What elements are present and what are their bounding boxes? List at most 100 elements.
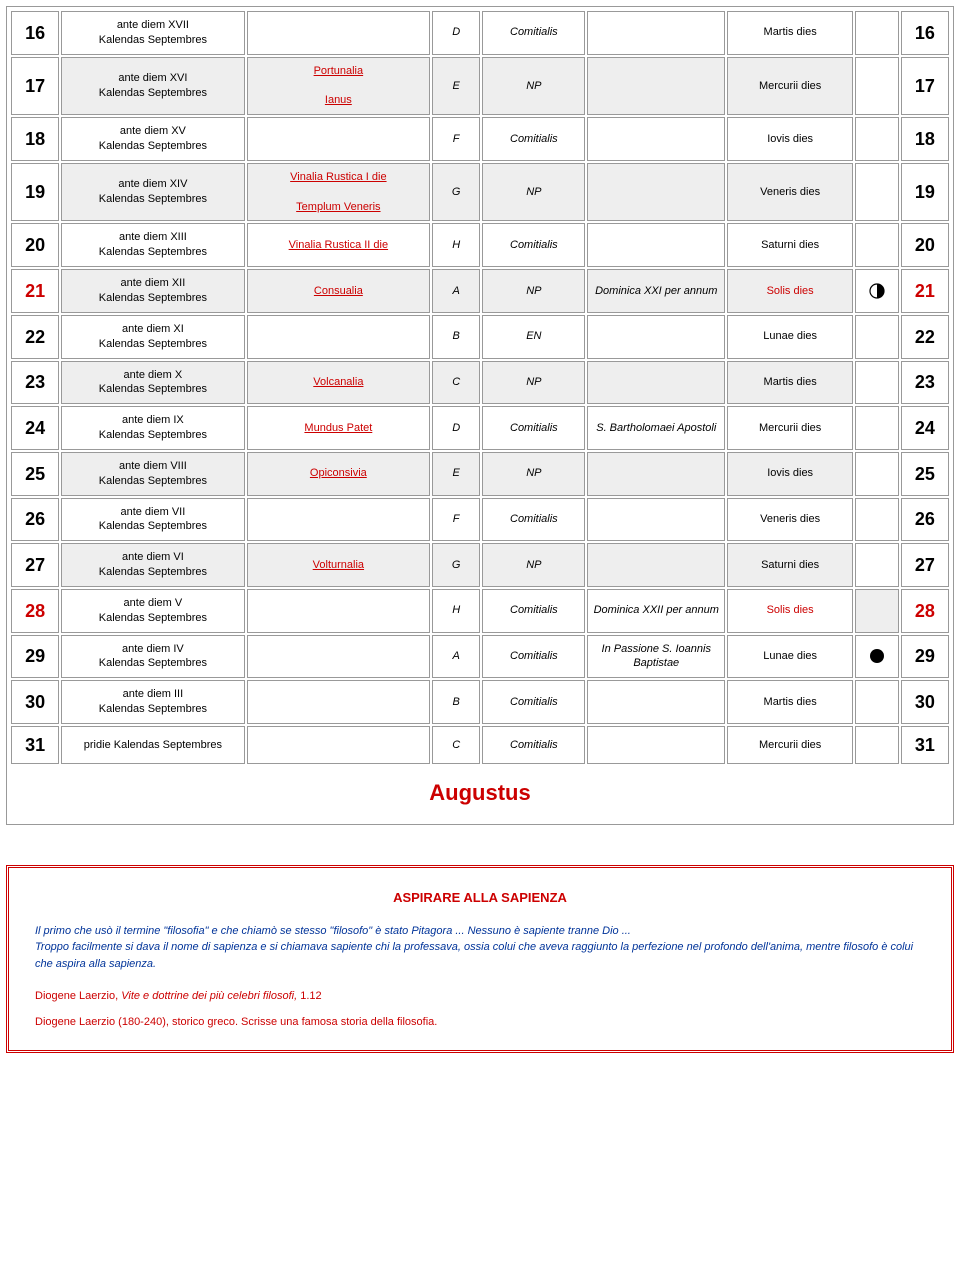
nundinal-letter: D <box>432 11 480 55</box>
weekday: Veneris dies <box>727 498 853 542</box>
day-num-right: 21 <box>901 269 949 313</box>
day-character: Comitialis <box>482 589 585 633</box>
festival <box>247 635 430 679</box>
day-num-right: 28 <box>901 589 949 633</box>
festival <box>247 680 430 724</box>
roman-date: pridie Kalendas Septembres <box>61 726 244 764</box>
day-num-left: 30 <box>11 680 59 724</box>
day-character: Comitialis <box>482 11 585 55</box>
festival-link[interactable]: Opiconsivia <box>310 467 367 479</box>
nundinal-letter: D <box>432 406 480 450</box>
day-num-left: 16 <box>11 11 59 55</box>
nundinal-letter: B <box>432 680 480 724</box>
day-character: NP <box>482 269 585 313</box>
weekday: Iovis dies <box>727 117 853 161</box>
weekday: Iovis dies <box>727 452 853 496</box>
festival-link[interactable]: Consualia <box>314 285 363 297</box>
day-character: NP <box>482 543 585 587</box>
day-num-left: 25 <box>11 452 59 496</box>
festival-link[interactable]: Volturnalia <box>313 559 364 571</box>
festival-link[interactable]: Ianus <box>325 94 352 106</box>
nundinal-letter: H <box>432 223 480 267</box>
day-num-right: 24 <box>901 406 949 450</box>
moon-phase <box>855 635 899 679</box>
festival-link[interactable]: Vinalia Rustica II die <box>289 239 388 251</box>
nundinal-letter: H <box>432 589 480 633</box>
roman-date: ante diem VIIIKalendas Septembres <box>61 452 244 496</box>
quote-bio: Diogene Laerzio (180-240), storico greco… <box>35 1016 925 1028</box>
moon-phase <box>855 117 899 161</box>
month-title: Augustus <box>11 766 949 820</box>
day-character: Comitialis <box>482 726 585 764</box>
festival-link[interactable]: Templum Veneris <box>296 201 380 213</box>
day-character: Comitialis <box>482 635 585 679</box>
weekday: Martis dies <box>727 680 853 724</box>
roman-date: ante diem IVKalendas Septembres <box>61 635 244 679</box>
roman-date: ante diem XVKalendas Septembres <box>61 117 244 161</box>
calendar-outer: 16ante diem XVIIKalendas SeptembresDComi… <box>6 6 954 825</box>
moon-phase <box>855 163 899 222</box>
roman-date: ante diem XIIKalendas Septembres <box>61 269 244 313</box>
day-num-right: 29 <box>901 635 949 679</box>
moon-phase <box>855 543 899 587</box>
sanctoral <box>587 117 725 161</box>
day-num-right: 30 <box>901 680 949 724</box>
weekday: Mercurii dies <box>727 57 853 116</box>
moon-phase <box>855 726 899 764</box>
roman-date: ante diem VIIKalendas Septembres <box>61 498 244 542</box>
weekday: Martis dies <box>727 361 853 405</box>
day-num-right: 19 <box>901 163 949 222</box>
sanctoral <box>587 452 725 496</box>
moon-phase <box>855 315 899 359</box>
day-character: Comitialis <box>482 680 585 724</box>
festival: Portunalia Ianus <box>247 57 430 116</box>
weekday: Saturni dies <box>727 223 853 267</box>
festival <box>247 726 430 764</box>
sanctoral: Dominica XXII per annum <box>587 589 725 633</box>
festival: Mundus Patet <box>247 406 430 450</box>
weekday: Saturni dies <box>727 543 853 587</box>
day-character: Comitialis <box>482 406 585 450</box>
roman-date: ante diem XIIIKalendas Septembres <box>61 223 244 267</box>
sanctoral <box>587 543 725 587</box>
weekday: Mercurii dies <box>727 726 853 764</box>
nundinal-letter: A <box>432 269 480 313</box>
day-num-left: 20 <box>11 223 59 267</box>
quote-box: ASPIRARE ALLA SAPIENZA Il primo che usò … <box>6 865 954 1054</box>
sanctoral <box>587 361 725 405</box>
day-num-left: 23 <box>11 361 59 405</box>
day-character: Comitialis <box>482 223 585 267</box>
nundinal-letter: F <box>432 498 480 542</box>
moon-phase <box>855 498 899 542</box>
day-num-left: 19 <box>11 163 59 222</box>
quote-author: Diogene Laerzio, Vite e dottrine dei più… <box>35 990 925 1002</box>
quote-p1: Il primo che usò il termine "filosofia" … <box>35 925 631 937</box>
weekday: Lunae dies <box>727 635 853 679</box>
festival-link[interactable]: Mundus Patet <box>304 422 372 434</box>
day-num-right: 31 <box>901 726 949 764</box>
festival-link[interactable]: Vinalia Rustica I die <box>290 171 386 183</box>
moon-phase <box>855 57 899 116</box>
day-character: Comitialis <box>482 117 585 161</box>
day-num-left: 28 <box>11 589 59 633</box>
roman-date: ante diem IXKalendas Septembres <box>61 406 244 450</box>
festival <box>247 589 430 633</box>
nundinal-letter: E <box>432 57 480 116</box>
quote-text: Il primo che usò il termine "filosofia" … <box>35 923 925 973</box>
day-num-right: 26 <box>901 498 949 542</box>
nundinal-letter: B <box>432 315 480 359</box>
festival-link[interactable]: Portunalia <box>314 65 364 77</box>
day-num-left: 26 <box>11 498 59 542</box>
day-num-left: 17 <box>11 57 59 116</box>
sanctoral: S. Bartholomaei Apostoli <box>587 406 725 450</box>
day-character: NP <box>482 452 585 496</box>
festival-link[interactable]: Volcanalia <box>313 376 363 388</box>
day-num-right: 17 <box>901 57 949 116</box>
sanctoral <box>587 315 725 359</box>
moon-phase <box>855 223 899 267</box>
festival <box>247 315 430 359</box>
festival <box>247 11 430 55</box>
sanctoral <box>587 57 725 116</box>
quote-title: ASPIRARE ALLA SAPIENZA <box>35 890 925 905</box>
weekday: Mercurii dies <box>727 406 853 450</box>
